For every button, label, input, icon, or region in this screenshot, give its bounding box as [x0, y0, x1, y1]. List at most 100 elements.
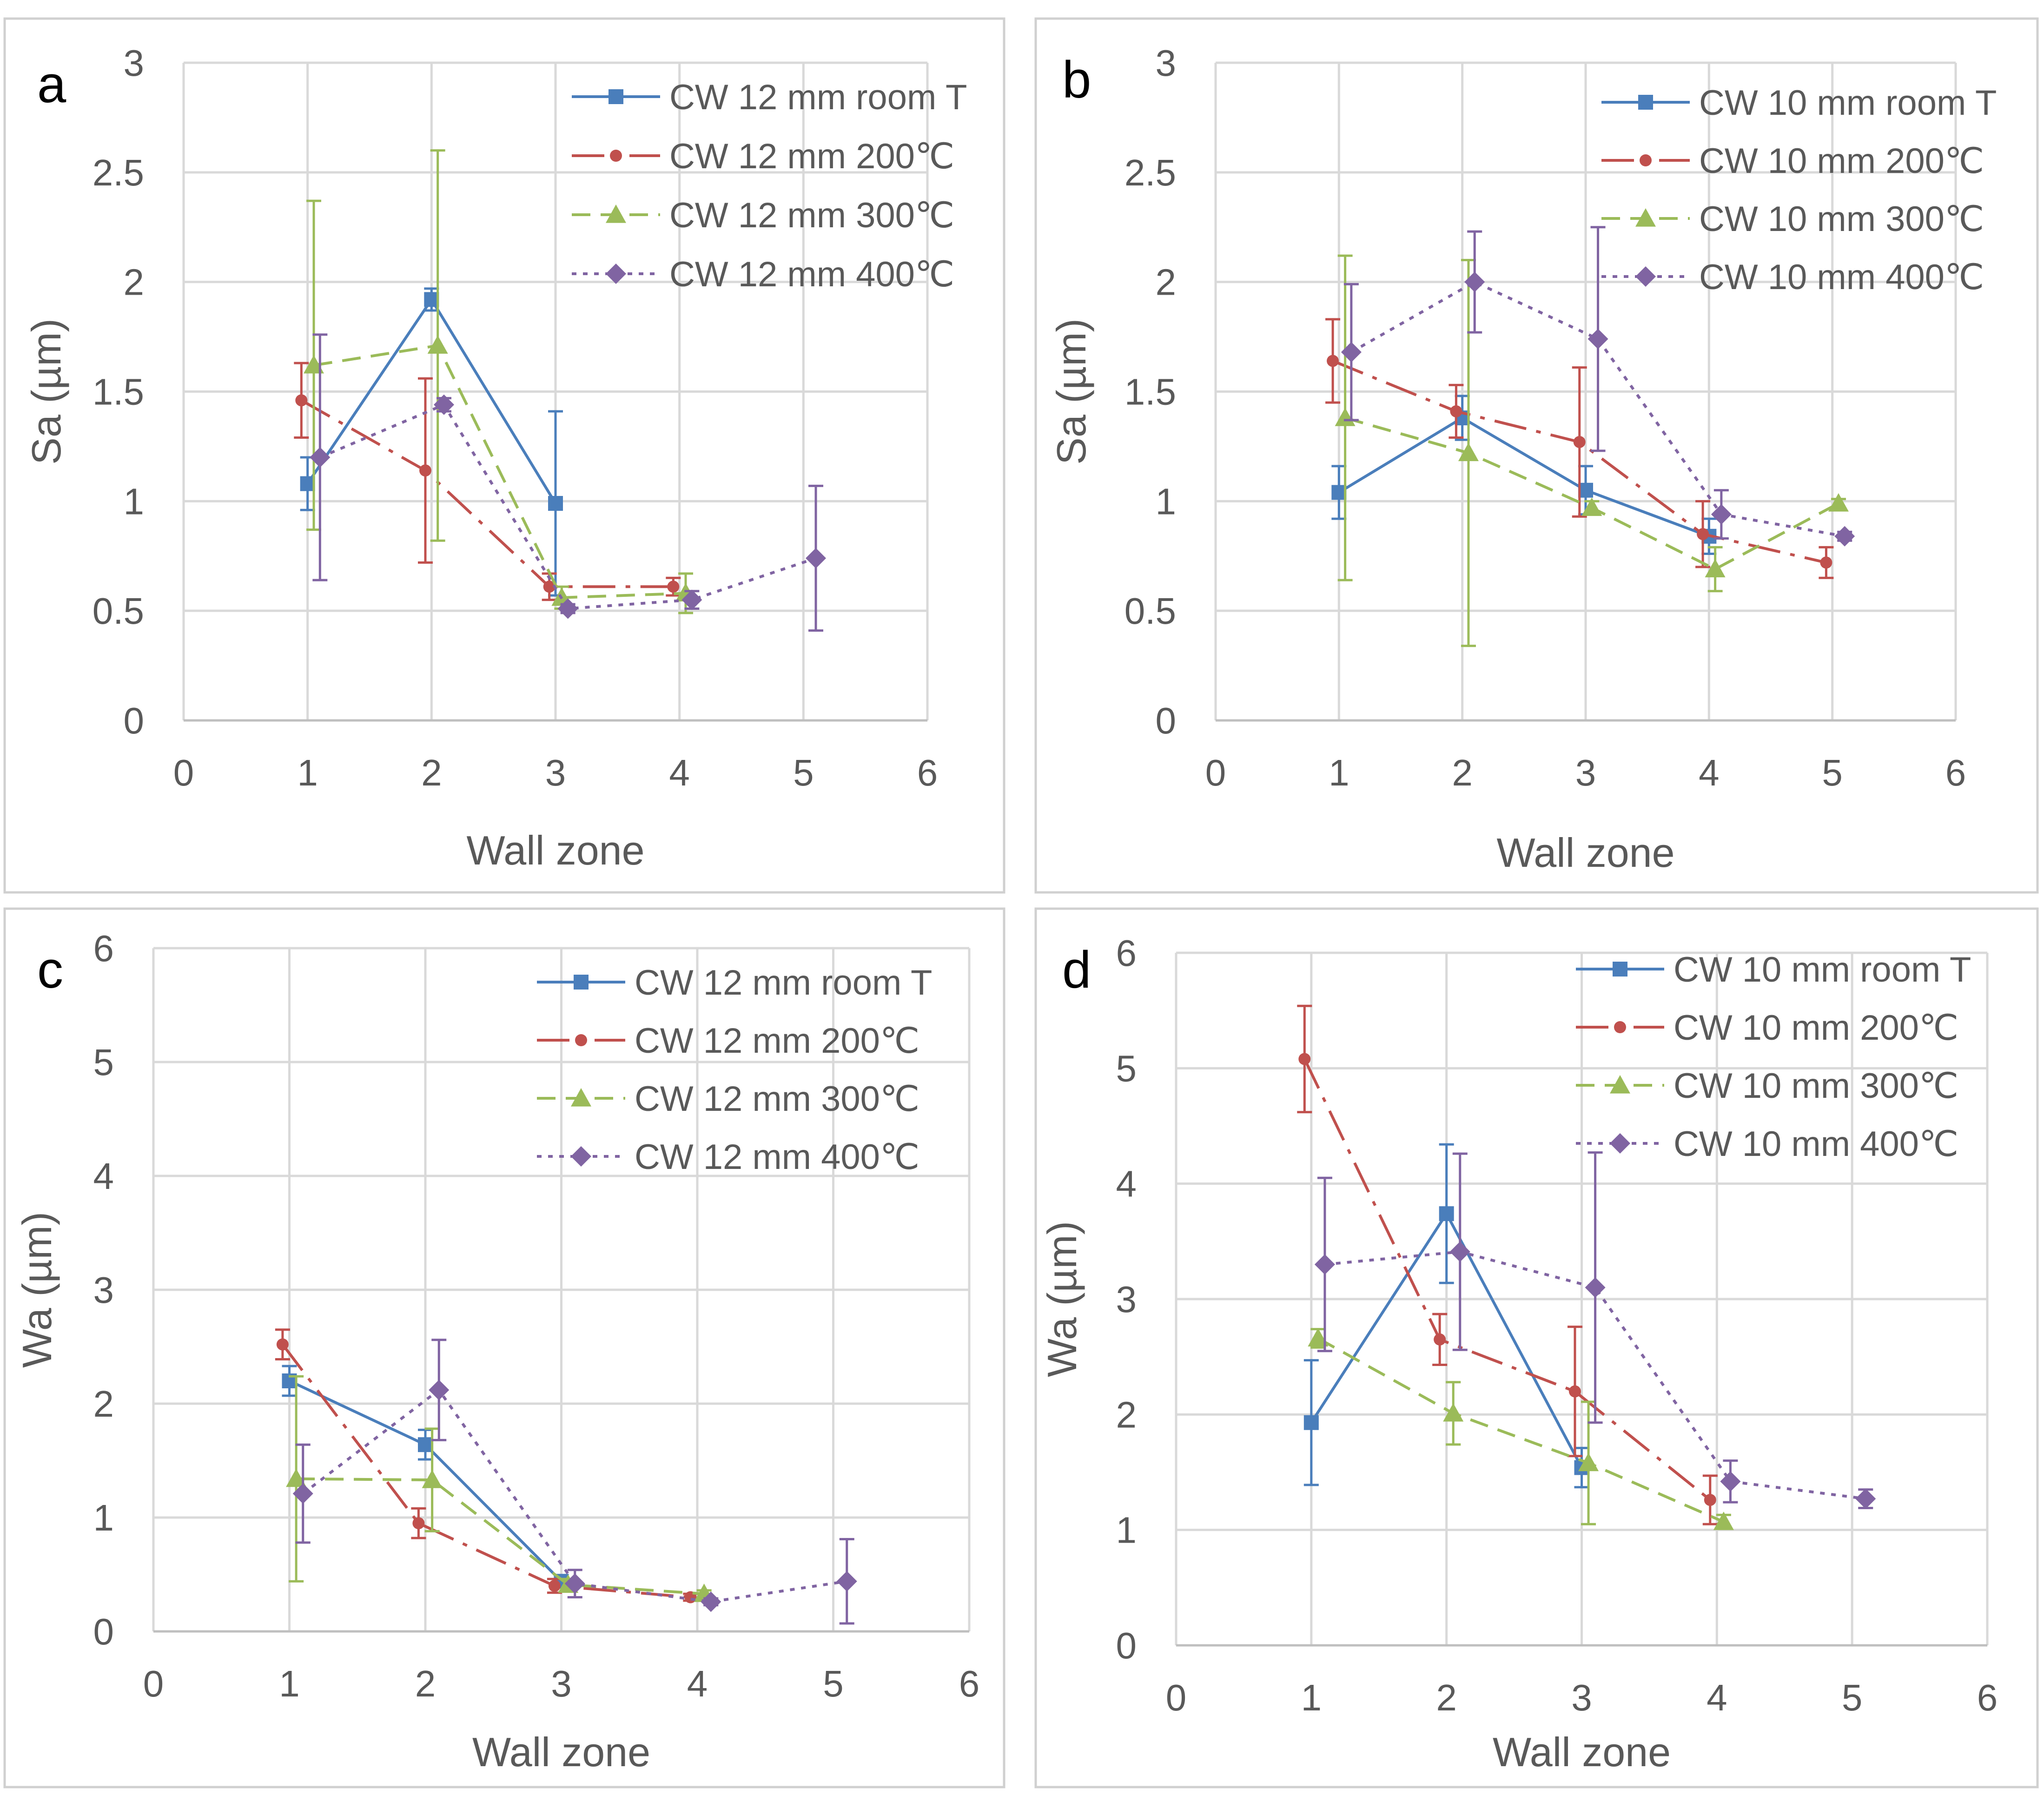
- data-point: [1585, 1277, 1606, 1298]
- legend-marker: [571, 1146, 591, 1167]
- x-tick-label: 4: [669, 752, 690, 793]
- legend-label: CW 10 mm room T: [1674, 950, 1971, 990]
- y-axis-title: Wa (µm): [1039, 1221, 1085, 1377]
- series-400C: [1314, 1151, 1876, 1509]
- data-point: [1434, 1333, 1446, 1346]
- x-tick-label: 4: [1707, 1677, 1727, 1718]
- x-tick-label: 4: [1699, 752, 1720, 793]
- legend-label: CW 10 mm 400℃: [1699, 257, 1984, 297]
- series-line: [296, 1477, 704, 1596]
- data-point: [429, 1379, 450, 1400]
- series-line: [1338, 416, 1710, 538]
- x-axis-title: Wall zone: [1493, 1729, 1671, 1775]
- data-point: [1298, 1053, 1311, 1065]
- series-300C: [1335, 254, 1849, 647]
- data-point: [1458, 442, 1479, 462]
- data-point: [1450, 405, 1462, 417]
- data-point: [1327, 355, 1339, 367]
- panel-frame: [3, 17, 1005, 894]
- data-point: [543, 581, 556, 593]
- data-point: [836, 1571, 857, 1592]
- legend-label: CW 10 mm 200℃: [1699, 141, 1984, 181]
- x-tick-label: 0: [143, 1663, 164, 1704]
- legend-marker: [1610, 1075, 1630, 1094]
- x-axis-title: Wall zone: [472, 1729, 650, 1775]
- data-point: [418, 1437, 433, 1452]
- data-point: [310, 447, 331, 468]
- data-point: [422, 1470, 443, 1488]
- y-tick-label: 1: [1116, 1510, 1137, 1551]
- data-point: [424, 292, 439, 307]
- data-point: [1713, 1511, 1734, 1530]
- legend-item: CW 12 mm 400℃: [537, 1137, 919, 1177]
- y-tick-label: 0.5: [93, 590, 144, 632]
- x-axis-title: Wall zone: [466, 827, 644, 873]
- y-tick-label: 2: [1116, 1394, 1137, 1435]
- data-point: [1303, 1415, 1319, 1430]
- x-tick-label: 4: [687, 1663, 708, 1704]
- legend-label: CW 10 mm 400℃: [1674, 1124, 1958, 1164]
- series-line: [300, 399, 674, 588]
- data-point: [1308, 1328, 1329, 1347]
- legend-item: CW 12 mm 300℃: [537, 1079, 919, 1119]
- legend-label: CW 10 mm 300℃: [1674, 1066, 1958, 1106]
- x-tick-label: 1: [1329, 752, 1349, 793]
- data-point: [292, 1483, 313, 1504]
- legend-label: CW 12 mm 400℃: [635, 1137, 919, 1177]
- x-tick-label: 3: [551, 1663, 572, 1704]
- legend-item: CW 10 mm room T: [1601, 83, 1997, 123]
- y-tick-label: 3: [1116, 1279, 1137, 1320]
- data-point: [1464, 271, 1485, 292]
- data-point: [286, 1468, 307, 1487]
- y-axis-title: Sa (µm): [23, 318, 69, 465]
- y-tick-label: 0: [93, 1611, 114, 1652]
- x-tick-label: 5: [793, 752, 814, 793]
- series-400C: [292, 1339, 857, 1625]
- series-line: [1303, 1058, 1711, 1501]
- data-point: [1341, 342, 1362, 363]
- y-tick-label: 0: [1116, 1625, 1137, 1666]
- x-tick-label: 6: [1945, 752, 1966, 793]
- y-tick-label: 1: [1156, 481, 1177, 522]
- y-tick-label: 0: [124, 700, 145, 741]
- legend-item: CW 12 mm 300℃: [572, 196, 954, 235]
- data-point: [1443, 1403, 1464, 1422]
- series-400C: [1341, 226, 1855, 547]
- legend-item: CW 10 mm 200℃: [1601, 141, 1984, 181]
- y-tick-label: 0.5: [1125, 590, 1176, 632]
- series-line: [281, 1343, 691, 1599]
- chart-panel-c: 0 1 2 3 4 5 6 0 1 2 3 4 5 6 Wall zone Wa (µm) c CW 12 mm …: [3, 907, 1005, 1788]
- legend-item: CW 12 mm 400℃: [572, 255, 954, 294]
- x-tick-label: 6: [1977, 1677, 1998, 1718]
- y-tick-label: 3: [93, 1269, 114, 1311]
- x-tick-label: 0: [173, 752, 194, 793]
- data-point: [557, 598, 578, 619]
- legend-item: CW 12 mm room T: [572, 78, 967, 117]
- x-tick-label: 5: [1842, 1677, 1863, 1718]
- legend-label: CW 12 mm 300℃: [635, 1079, 919, 1119]
- data-point: [1573, 436, 1586, 448]
- data-point: [1834, 526, 1855, 547]
- data-point: [412, 1517, 425, 1530]
- legend-label: CW 12 mm room T: [635, 963, 932, 1003]
- data-point: [1568, 1385, 1581, 1398]
- legend-item: CW 10 mm 400℃: [1601, 257, 1984, 297]
- legend-item: CW 12 mm 200℃: [572, 137, 954, 176]
- panel-letter: d: [1062, 941, 1091, 999]
- data-point: [419, 464, 431, 477]
- legend-item: CW 12 mm 200℃: [537, 1021, 919, 1061]
- series-line: [302, 1388, 847, 1604]
- data-point: [1449, 1241, 1470, 1262]
- y-tick-label: 6: [93, 928, 114, 969]
- x-tick-label: 3: [1571, 1677, 1592, 1718]
- x-tick-label: 3: [1575, 752, 1596, 793]
- data-point: [1828, 493, 1849, 512]
- y-axis-title: Sa (µm): [1048, 318, 1094, 465]
- data-point: [1855, 1488, 1876, 1509]
- y-tick-label: 2: [93, 1383, 114, 1425]
- x-tick-label: 2: [1452, 752, 1473, 793]
- x-tick-label: 5: [1822, 752, 1843, 793]
- data-point: [434, 394, 454, 415]
- legend-item: CW 12 mm room T: [537, 963, 932, 1003]
- x-tick-label: 1: [1301, 1677, 1322, 1718]
